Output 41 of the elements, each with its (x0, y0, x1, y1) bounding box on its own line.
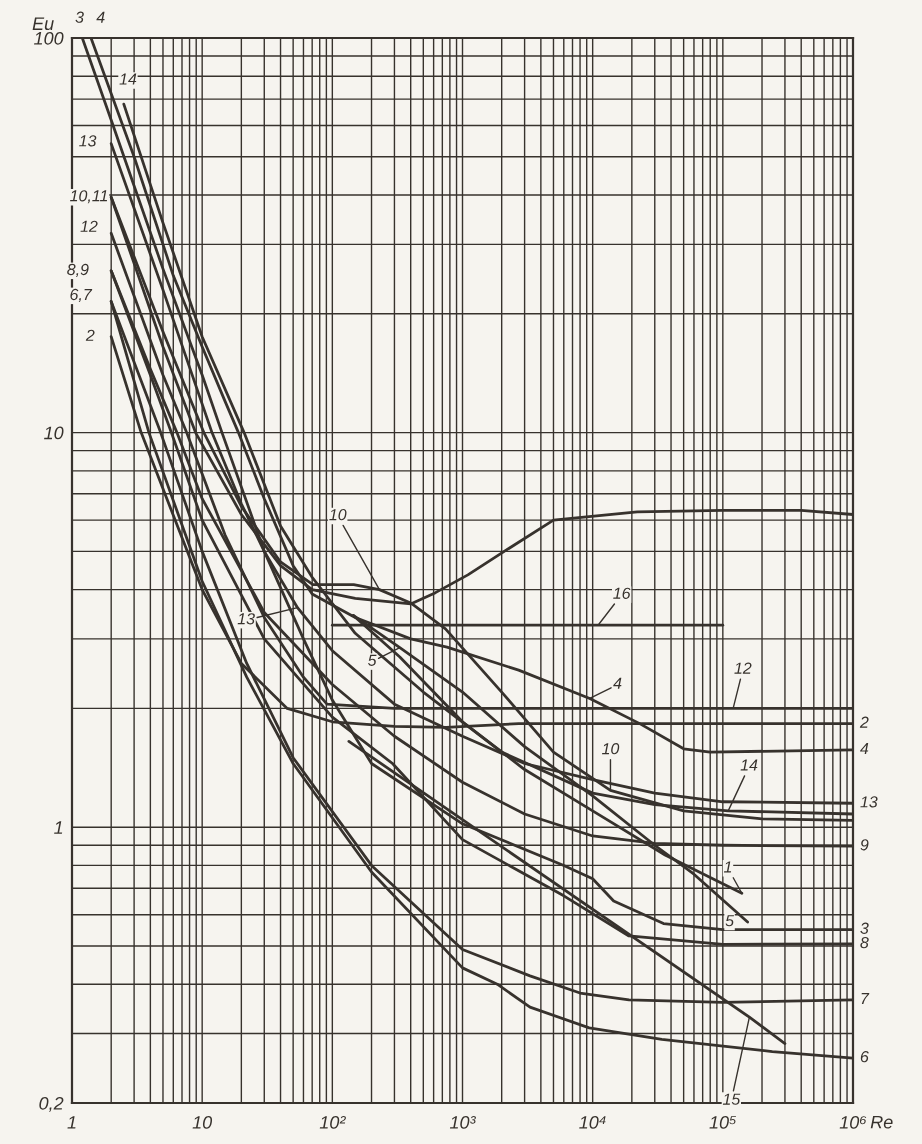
annotation: 10,11 (70, 190, 108, 204)
annotation: 6 (860, 1051, 869, 1063)
x-tick-label: 10⁴ (579, 1115, 606, 1129)
y-tick-label: 0,2 (39, 1096, 64, 1112)
annotation: 8,9 (67, 263, 89, 278)
annotation: 5 (367, 654, 377, 666)
annotation: 10 (329, 508, 347, 521)
annotation: 14 (119, 73, 137, 85)
annotation: 13 (860, 796, 878, 808)
annotation: 2 (859, 716, 869, 728)
annotation: 10 (602, 743, 620, 755)
x-tick-label: 10² (319, 1115, 346, 1129)
annotation: 15 (722, 1093, 741, 1105)
annotation: 3 (860, 922, 869, 934)
y-axis-title: Eu (32, 17, 54, 31)
annotation: 6,7 (70, 288, 93, 303)
annotation: 13 (79, 135, 97, 147)
annotation: 7 (861, 993, 870, 1005)
y-tick-label: 10 (44, 426, 64, 440)
y-tick-label: 100 (34, 31, 64, 45)
x-tick-label: 10³ (449, 1115, 476, 1129)
x-tick-label: 10⁵ (709, 1115, 737, 1129)
annotation: 4 (860, 743, 869, 755)
x-axis-title: Re (870, 1115, 893, 1129)
annotation: 2 (85, 329, 95, 341)
annotation: 12 (734, 662, 752, 674)
x-tick-label: 10 (192, 1115, 213, 1129)
y-tick-label: 1 (54, 821, 63, 834)
x-tick-label: 10⁶ (839, 1115, 867, 1129)
annotation: 9 (860, 839, 869, 851)
annotation: 3 (75, 11, 84, 23)
annotation: 4 (96, 11, 105, 23)
annotation: 16 (613, 587, 631, 599)
annotation: 14 (740, 759, 758, 771)
annotation: 1 (723, 861, 732, 873)
annotation: 4 (613, 677, 622, 689)
annotation: 12 (80, 220, 98, 232)
annotation: 13 (237, 613, 255, 625)
annotation: 5 (725, 915, 735, 927)
annotation: 8 (860, 936, 869, 949)
x-tick-label: 1 (67, 1116, 76, 1129)
